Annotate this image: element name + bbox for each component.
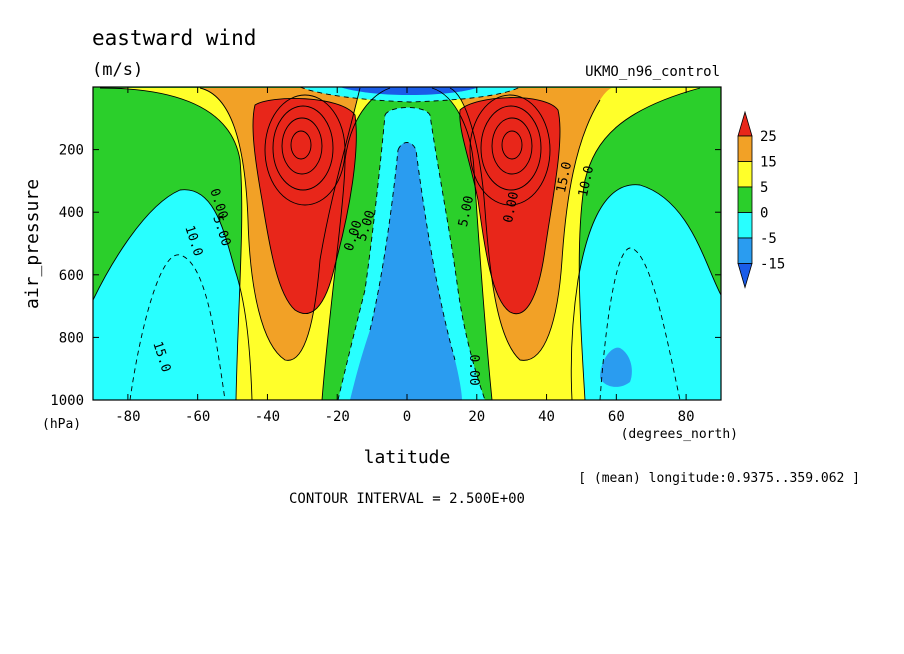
band-upper-strong-easterlies bbox=[340, 87, 480, 95]
y-axis-units: (hPa) bbox=[42, 417, 81, 432]
colorbar-label: -5 bbox=[760, 231, 777, 247]
y-tick-label: 200 bbox=[59, 143, 84, 159]
colorbar-bottom-arrow bbox=[737, 263, 753, 289]
x-tick-label: 40 bbox=[538, 409, 555, 425]
colorbar: 25 15 5 0 -5 -15 bbox=[737, 110, 785, 289]
y-axis: 200 400 600 800 1000 bbox=[50, 143, 721, 409]
contour-interval-annotation: CONTOUR INTERVAL = 2.500E+00 bbox=[289, 491, 525, 507]
band-equatorial-strong-easterlies bbox=[350, 142, 462, 400]
x-tick-label: 80 bbox=[678, 409, 695, 425]
colorbar-label: 25 bbox=[760, 129, 777, 145]
band-northern-strong-easterlies bbox=[600, 347, 632, 387]
y-tick-label: 800 bbox=[59, 330, 84, 346]
y-tick-label: 1000 bbox=[50, 393, 84, 409]
colorbar-swatch bbox=[737, 212, 753, 239]
band-northern-jet-25 bbox=[459, 97, 561, 314]
contour-label: 15.0 bbox=[554, 160, 575, 194]
y-tick-label: 600 bbox=[59, 268, 84, 284]
contour-label: 5.00 bbox=[456, 194, 477, 228]
x-axis-label: latitude bbox=[364, 447, 451, 468]
subset-annotation: [ (mean) longitude:0.9375..359.062 ] bbox=[578, 471, 860, 486]
colorbar-label: 5 bbox=[760, 180, 768, 196]
colorbar-label: 15 bbox=[760, 155, 777, 171]
dataset-label: UKMO_n96_control bbox=[585, 64, 720, 80]
colorbar-swatch bbox=[737, 161, 753, 188]
x-axis-units: (degrees_north) bbox=[621, 427, 738, 442]
colorbar-swatch bbox=[737, 135, 753, 162]
y-tick-label: 400 bbox=[59, 205, 84, 221]
x-tick-label: 0 bbox=[403, 409, 411, 425]
contour-label: 0.00 bbox=[466, 354, 481, 385]
negative-contour-lines bbox=[129, 87, 681, 400]
band-northern-easterlies bbox=[571, 184, 721, 400]
band-southern-easterlies bbox=[93, 189, 252, 400]
contour-lines bbox=[93, 87, 721, 400]
x-tick-label: -80 bbox=[115, 409, 140, 425]
colorbar-top-arrow bbox=[737, 110, 753, 137]
contour-label: 10.0 bbox=[576, 164, 597, 198]
colorbar-label: 0 bbox=[760, 206, 768, 222]
colorbar-swatch bbox=[737, 186, 753, 213]
x-tick-label: 60 bbox=[608, 409, 625, 425]
x-tick-label: -20 bbox=[325, 409, 350, 425]
chart-title: eastward wind bbox=[92, 26, 256, 50]
contour-label: 0.00 bbox=[501, 190, 522, 224]
x-axis: -80 -60 -40 -20 0 20 40 60 80 bbox=[115, 87, 695, 425]
chart-units: (m/s) bbox=[92, 60, 143, 80]
x-tick-label: -60 bbox=[185, 409, 210, 425]
y-axis-label: air_pressure bbox=[22, 179, 43, 309]
band-southern-jet-25 bbox=[252, 98, 357, 314]
colorbar-label: -15 bbox=[760, 257, 785, 273]
contour-field bbox=[93, 87, 721, 400]
colorbar-swatch bbox=[737, 237, 753, 264]
x-tick-label: 20 bbox=[468, 409, 485, 425]
x-tick-label: -40 bbox=[255, 409, 280, 425]
